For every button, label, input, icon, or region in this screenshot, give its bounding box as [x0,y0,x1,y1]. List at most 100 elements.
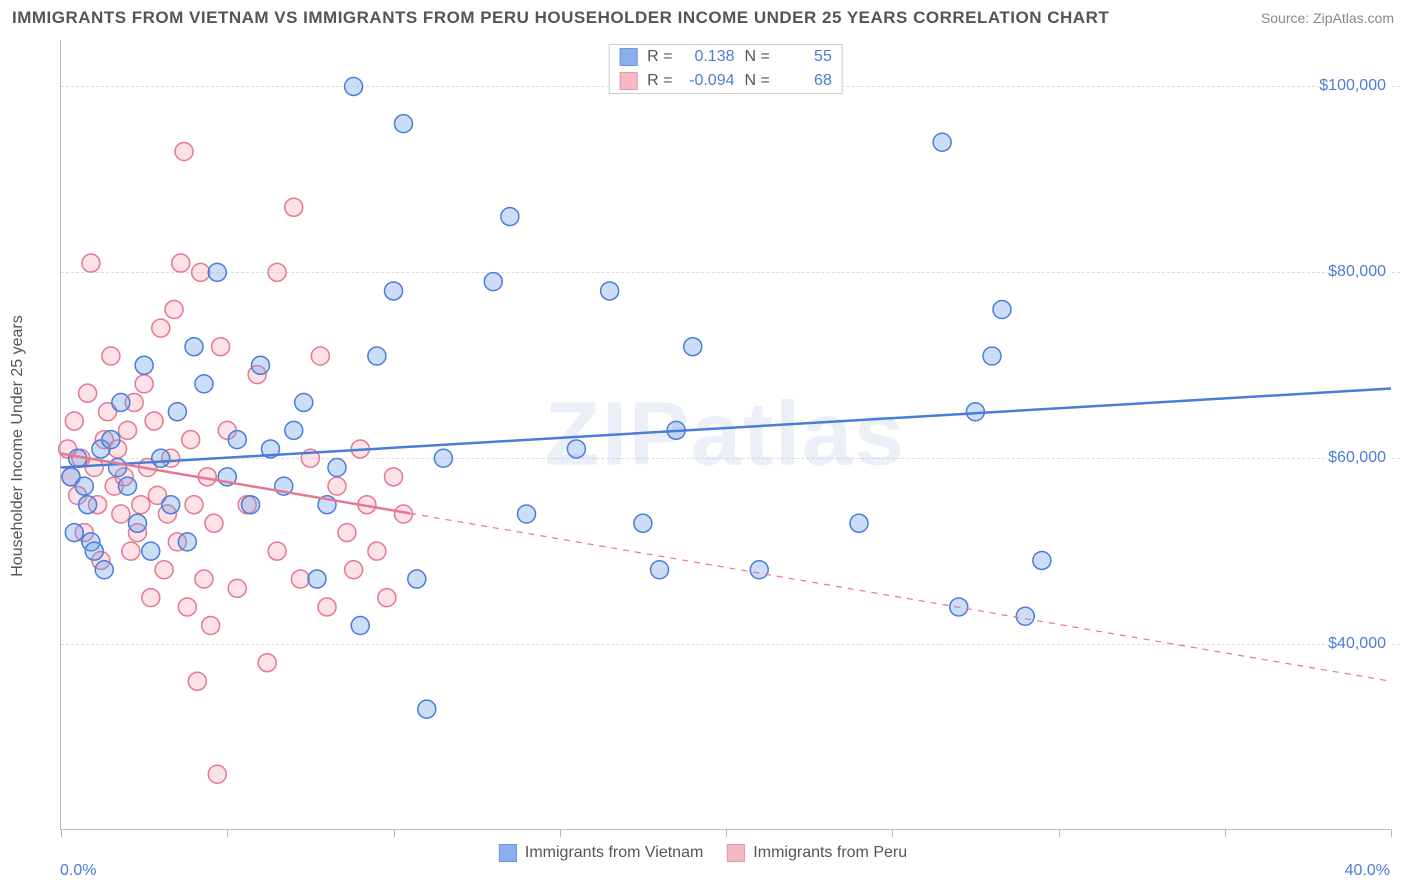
scatter-point [208,765,226,783]
scatter-point [119,421,137,439]
scatter-point [311,347,329,365]
r-value-vietnam: 0.138 [683,48,735,66]
stats-legend: R = 0.138 N = 55 R = -0.094 N = 68 [608,44,843,94]
scatter-point [378,589,396,607]
n-label: N = [745,72,770,90]
scatter-point [850,514,868,532]
scatter-point [291,570,309,588]
scatter-point [182,431,200,449]
scatter-point [258,654,276,672]
scatter-point [328,477,346,495]
scatter-point [205,514,223,532]
scatter-point [132,496,150,514]
y-axis-title: Householder Income Under 25 years [9,315,27,576]
scatter-point [345,77,363,95]
scatter-point [102,431,120,449]
scatter-point [228,431,246,449]
legend-swatch-vietnam [499,844,517,862]
scatter-point [79,496,97,514]
x-axis-max: 40.0% [1345,862,1390,880]
scatter-point [162,496,180,514]
scatter-point [122,542,140,560]
scatter-point [102,347,120,365]
scatter-point [65,524,83,542]
scatter-svg [61,40,1390,829]
scatter-point [178,598,196,616]
scatter-point [501,208,519,226]
scatter-point [268,263,286,281]
r-value-peru: -0.094 [683,72,735,90]
scatter-point [308,570,326,588]
scatter-point [155,561,173,579]
scatter-point [368,347,386,365]
scatter-point [328,459,346,477]
scatter-point [168,403,186,421]
scatter-point [85,542,103,560]
scatter-point [75,477,93,495]
scatter-point [634,514,652,532]
scatter-point [142,589,160,607]
scatter-point [268,542,286,560]
scatter-point [983,347,1001,365]
scatter-point [175,143,193,161]
scatter-point [202,617,220,635]
scatter-point [345,561,363,579]
scatter-point [82,254,100,272]
scatter-point [145,412,163,430]
scatter-point [338,524,356,542]
scatter-point [601,282,619,300]
source-attribution: Source: ZipAtlas.com [1261,10,1394,26]
scatter-point [65,412,83,430]
scatter-point [135,356,153,374]
n-value-vietnam: 55 [780,48,832,66]
legend-swatch-peru [619,72,637,90]
legend-swatch-peru [727,844,745,862]
scatter-point [933,133,951,151]
scatter-point [185,338,203,356]
scatter-point [408,570,426,588]
scatter-point [112,393,130,411]
series-name-peru: Immigrants from Peru [753,844,907,862]
scatter-point [351,617,369,635]
scatter-point [385,282,403,300]
x-axis-min: 0.0% [60,862,96,880]
scatter-point [285,421,303,439]
scatter-point [484,273,502,291]
scatter-point [195,570,213,588]
scatter-point [79,384,97,402]
scatter-point [242,496,260,514]
scatter-point [119,477,137,495]
scatter-point [651,561,669,579]
scatter-point [172,254,190,272]
scatter-point [684,338,702,356]
series-legend: Immigrants from Vietnam Immigrants from … [499,844,907,862]
scatter-point [128,514,146,532]
scatter-point [142,542,160,560]
scatter-point [208,263,226,281]
scatter-point [228,579,246,597]
scatter-point [434,449,452,467]
scatter-point [385,468,403,486]
scatter-point [1033,551,1051,569]
scatter-point [285,198,303,216]
scatter-point [993,301,1011,319]
scatter-point [165,301,183,319]
scatter-point [188,672,206,690]
chart-title: IMMIGRANTS FROM VIETNAM VS IMMIGRANTS FR… [12,8,1109,28]
scatter-point [152,319,170,337]
scatter-point [178,533,196,551]
scatter-point [135,375,153,393]
scatter-point [1016,607,1034,625]
scatter-point [212,338,230,356]
scatter-point [95,561,113,579]
trend-line [61,389,1391,468]
trend-line-dashed [410,513,1391,681]
scatter-point [192,263,210,281]
r-label: R = [647,48,672,66]
scatter-point [195,375,213,393]
r-label: R = [647,72,672,90]
scatter-point [318,598,336,616]
scatter-point [152,449,170,467]
scatter-point [518,505,536,523]
scatter-point [567,440,585,458]
